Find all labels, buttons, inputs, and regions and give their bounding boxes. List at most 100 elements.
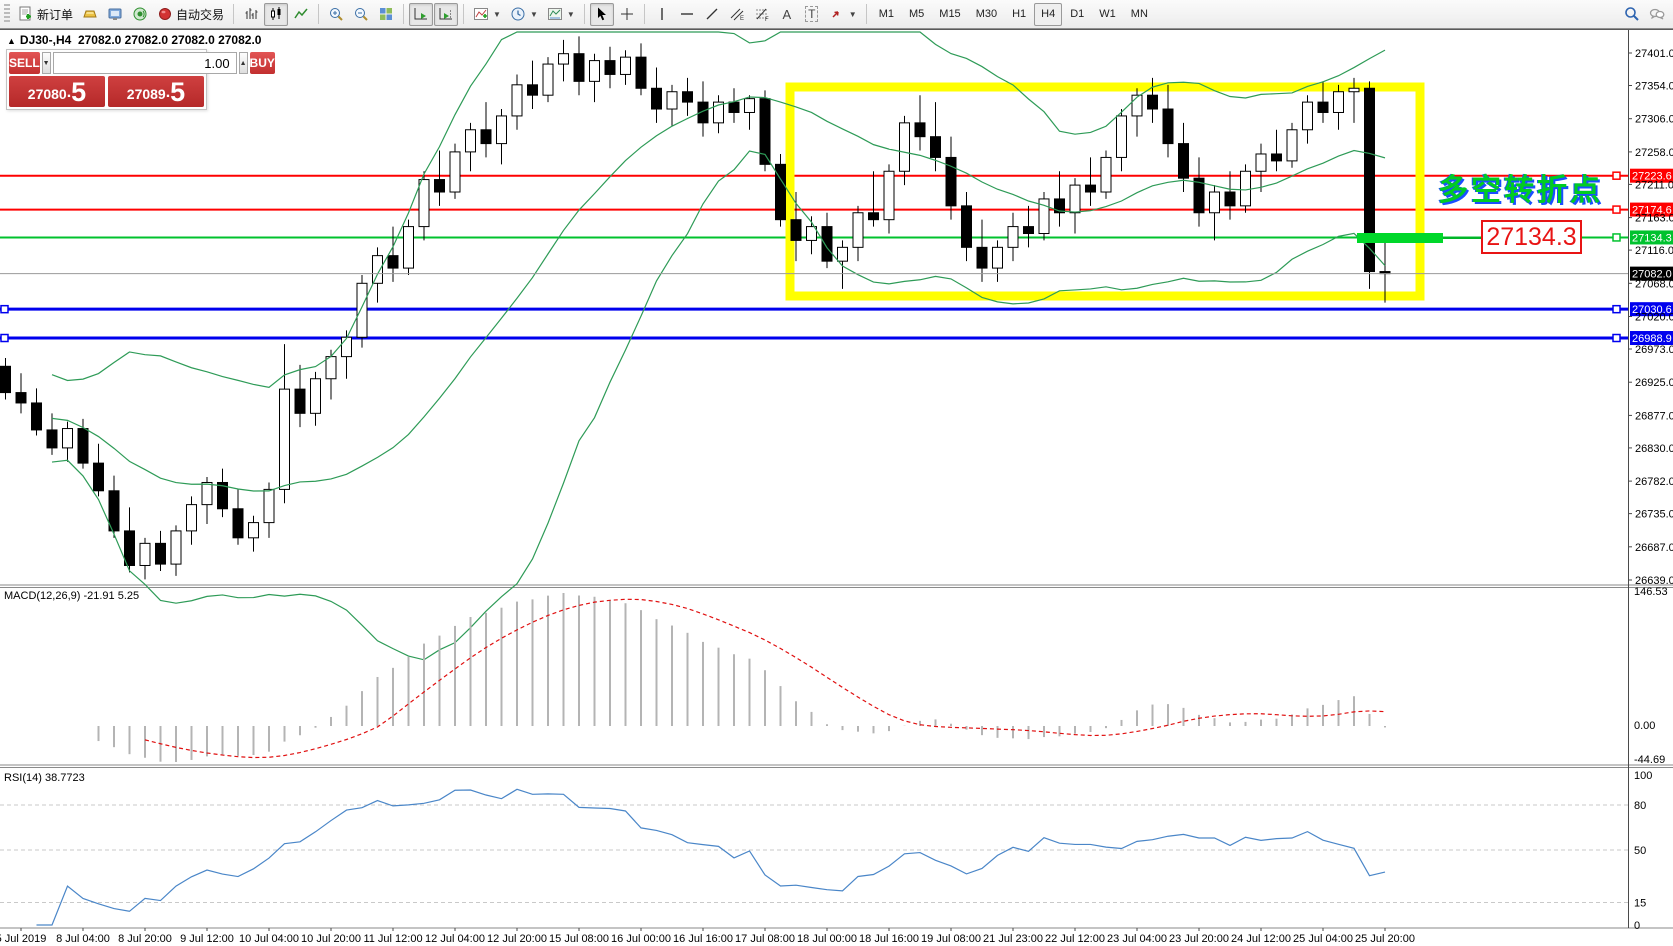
bars-chart-icon <box>245 8 258 19</box>
hline-27174.6-tag: 27174.6 <box>1632 205 1672 217</box>
candle-bull <box>1038 198 1050 235</box>
deposit-button[interactable] <box>78 3 102 26</box>
auto-scroll-button[interactable] <box>409 2 434 26</box>
text-button[interactable]: A <box>775 3 799 26</box>
sell-price-pip: 5 <box>71 77 87 107</box>
buy-button[interactable]: BUY <box>249 52 275 74</box>
dropdown-arrow-icon: ▼ <box>566 9 575 19</box>
candle-bull <box>1116 115 1127 158</box>
volume-down-button[interactable]: ▼ <box>41 52 51 74</box>
chat-button[interactable] <box>1645 3 1669 26</box>
arrows-button[interactable]: ▼ <box>825 3 861 26</box>
price-tick-label: 26639.0 <box>1635 575 1673 587</box>
collapse-panel-arrow[interactable]: ▲ <box>7 36 16 46</box>
green-highlight-bar[interactable] <box>1357 233 1443 243</box>
candle-bear <box>217 481 228 510</box>
signals-button[interactable] <box>128 3 152 26</box>
chart-shift-button[interactable] <box>434 2 459 26</box>
candle-bear <box>0 365 11 394</box>
gold-icon <box>82 6 98 22</box>
candle-bull <box>1131 94 1143 117</box>
chart-bars-button[interactable] <box>239 3 263 26</box>
hline-handle-left[interactable] <box>0 304 9 314</box>
buy-price-display[interactable]: 27089. 5 <box>108 76 204 107</box>
candle-bear <box>108 490 120 532</box>
timeframe-button-w1[interactable]: W1 <box>1099 8 1116 20</box>
search-button[interactable] <box>1620 3 1644 26</box>
zoom-out-button[interactable] <box>349 3 373 26</box>
new-order-icon <box>18 6 34 22</box>
toolbar: 新订单 自动交易 ▼ ▼ ▼ E F A T <box>0 0 1673 30</box>
candle-bear <box>124 530 135 566</box>
trendline-icon <box>706 8 718 20</box>
note-text-annotation[interactable]: 多空转折点 <box>1438 174 1603 207</box>
client-terminal-button[interactable] <box>103 3 127 26</box>
hline-handle[interactable] <box>1612 304 1621 314</box>
toolbar-grip[interactable] <box>4 4 10 24</box>
one-click-trade-panel: SELL ▼ ▲ BUY 27080.5 27089.5 <box>6 49 275 110</box>
vertical-line-button[interactable] <box>650 3 674 26</box>
timeframe-button-m5[interactable]: M5 <box>909 8 925 20</box>
timeframe-button-m1[interactable]: M1 <box>878 8 894 20</box>
timeframe-button-m15[interactable]: M15 <box>939 8 961 20</box>
sell-price-display[interactable]: 27080. 5 <box>9 76 105 107</box>
template-icon <box>547 8 562 20</box>
cursor-button[interactable] <box>589 2 614 26</box>
text-label-button[interactable]: T <box>800 3 824 26</box>
volume-up-button[interactable]: ▲ <box>238 52 248 74</box>
candle-bear <box>573 53 585 82</box>
hline-handle[interactable] <box>1612 333 1621 343</box>
price-callout-label[interactable]: 27134.3 <box>1481 220 1582 254</box>
bollinger-upper-band <box>51 31 1386 388</box>
volume-input[interactable] <box>52 52 237 74</box>
timeframe-button-h4[interactable]: H4 <box>1034 2 1063 26</box>
symbol-name: DJ30-,H4 <box>19 33 72 47</box>
hline-handle[interactable] <box>1612 205 1621 214</box>
auto-trading-button[interactable]: 自动交易 <box>153 3 228 26</box>
timeframe-button-mn[interactable]: MN <box>1130 8 1148 20</box>
fibonacci-button[interactable]: F <box>750 3 774 26</box>
sell-price-dot: . <box>66 84 72 101</box>
candle-bull <box>325 356 337 380</box>
time-axis-label: 19 Jul 08:00 <box>921 933 981 945</box>
templates-button[interactable]: ▼ <box>543 3 579 26</box>
candle-bull <box>465 129 476 153</box>
price-tick-label: 26925.0 <box>1635 377 1673 389</box>
candle-bull <box>1255 153 1267 172</box>
crosshair-button[interactable] <box>615 3 639 26</box>
candle-bear <box>1178 143 1189 179</box>
chart-area[interactable]: 27223.6 27174.6 27134.3 27030.6 26988.9 27082… <box>0 30 1673 946</box>
time-axis-label: 24 Jul 12:00 <box>1231 933 1291 945</box>
trendline-button[interactable] <box>700 3 724 26</box>
chart-canvas[interactable]: 27223.6 27174.6 27134.3 27030.6 26988.9 27082… <box>0 30 1673 946</box>
hline-handle[interactable] <box>1612 171 1621 180</box>
hline-handle-left[interactable] <box>0 333 9 343</box>
candle-bear <box>1162 108 1174 145</box>
time-axis-label: 11 Jul 12:00 <box>363 933 422 945</box>
candle-bull <box>356 282 368 338</box>
tile-windows-button[interactable] <box>374 3 398 26</box>
yellow-box-annotation[interactable] <box>785 82 1425 301</box>
candle-bull <box>279 388 290 490</box>
candle-bull <box>589 60 600 82</box>
horizontal-line-button[interactable] <box>675 3 699 26</box>
candle-bear <box>790 219 802 241</box>
price-tick-label: 26735.0 <box>1635 509 1673 521</box>
timeframe-button-d1[interactable]: D1 <box>1070 8 1085 20</box>
new-order-button[interactable]: 新订单 <box>14 3 77 26</box>
chart-candles-button[interactable] <box>264 2 289 26</box>
terminal-icon <box>107 6 123 22</box>
indicators-button[interactable]: ▼ <box>469 3 505 26</box>
channel-button[interactable]: E <box>725 3 749 26</box>
candle-bear <box>728 101 740 113</box>
periods-button[interactable]: ▼ <box>506 3 542 26</box>
time-axis-label: 10 Jul 04:00 <box>239 933 299 945</box>
timeframe-button-h1[interactable]: H1 <box>1012 8 1027 20</box>
sell-button[interactable]: SELL <box>9 52 40 74</box>
candle-bull <box>806 226 817 241</box>
auto-trading-icon <box>157 6 173 22</box>
chart-line-button[interactable] <box>289 3 313 26</box>
timeframe-button-m30[interactable]: M30 <box>975 8 998 20</box>
zoom-in-button[interactable] <box>324 3 348 26</box>
hline-handle[interactable] <box>1612 233 1621 242</box>
